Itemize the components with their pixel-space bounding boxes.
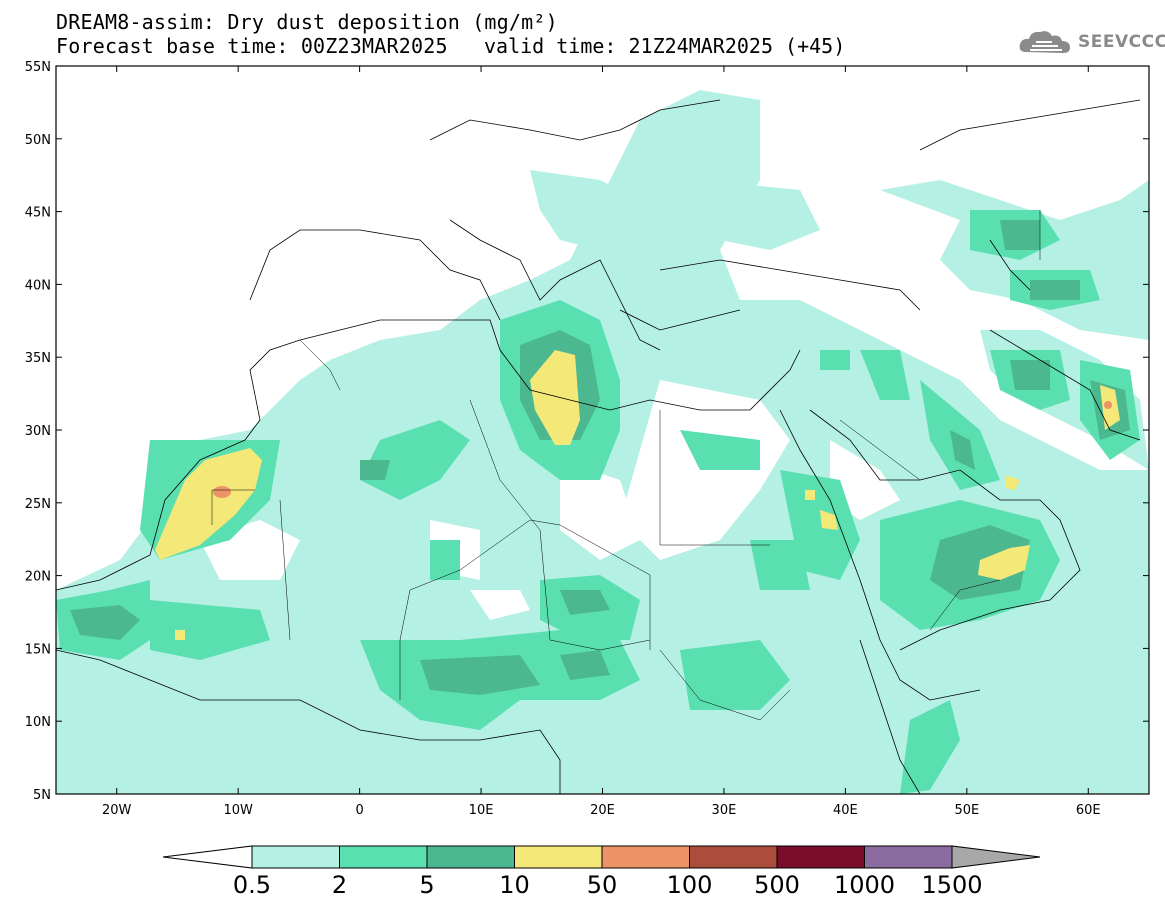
colorbar-label: 50 <box>587 871 618 899</box>
forecast-base-time: Forecast base time: 00Z23MAR2025 <box>56 34 448 58</box>
lon-label: 30E <box>712 803 737 818</box>
borders <box>211 210 1041 721</box>
colorbar-segment <box>514 845 603 869</box>
lat-label: 25N <box>25 497 51 512</box>
colorbar-label: 1500 <box>921 871 982 899</box>
colorbar-label: 0.5 <box>233 871 271 899</box>
chart-title: DREAM8-assim: Dry dust deposition (mg/m²… <box>56 10 558 34</box>
lat-label: 50N <box>25 133 51 148</box>
lon-label: 50E <box>954 803 979 818</box>
colorbar-label: 1000 <box>834 871 895 899</box>
colorbar-label: 100 <box>667 871 713 899</box>
colorbar-segment <box>251 845 340 869</box>
logo-text: SEEVCCC <box>1078 32 1165 52</box>
colorbar-segment <box>339 845 428 869</box>
seevccc-logo: SEEVCCC <box>1018 28 1165 56</box>
lat-label: 30N <box>25 424 51 439</box>
lon-label: 40E <box>833 803 858 818</box>
cloud-icon <box>1019 31 1070 53</box>
lon-label: 20E <box>590 803 615 818</box>
colorbar-segment <box>864 845 953 869</box>
colorbar-segment <box>426 845 515 869</box>
colorbar-segment <box>689 845 778 869</box>
colorbar-label: 5 <box>419 871 434 899</box>
lon-label: 10W <box>223 803 253 818</box>
colorbar <box>162 845 1041 869</box>
dust-field <box>56 90 1149 794</box>
valid-time: valid time: 21Z24MAR2025 (+45) <box>484 34 846 58</box>
colorbar-segment <box>601 845 690 869</box>
colorbar-over-arrow <box>951 845 1041 869</box>
colorbar-label: 2 <box>332 871 347 899</box>
lat-label: 35N <box>25 351 51 366</box>
lat-label: 10N <box>25 715 51 730</box>
lat-label: 20N <box>25 570 51 585</box>
colorbar-segment <box>776 845 865 869</box>
lat-label: 40N <box>25 278 51 293</box>
lon-label: 0 <box>355 803 363 818</box>
coastlines <box>56 99 1141 794</box>
lon-label: 20W <box>102 803 132 818</box>
lat-label: 45N <box>25 206 51 221</box>
lat-label: 15N <box>25 642 51 657</box>
lat-label: 55N <box>25 60 51 75</box>
colorbar-label: 500 <box>754 871 800 899</box>
lat-label: 5N <box>33 788 51 803</box>
colorbar-under-arrow <box>162 845 253 869</box>
lon-label: 60E <box>1076 803 1101 818</box>
colorbar-label: 10 <box>499 871 530 899</box>
lon-label: 10E <box>469 803 494 818</box>
